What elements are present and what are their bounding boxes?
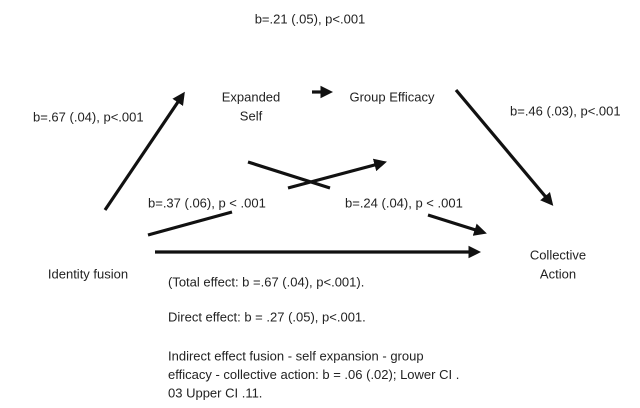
edge-label: b=.21 (.05), p<.001	[255, 11, 366, 26]
note: (Total effect: b =.67 (.04), p<.001).	[168, 274, 364, 289]
arrow	[147, 210, 233, 237]
note: 03 Upper CI .11.	[168, 385, 262, 400]
edge-label: b=.46 (.03), p<.001	[510, 103, 621, 118]
arrow	[247, 160, 331, 190]
note: efficacy - collective action: b = .06 (.…	[168, 367, 459, 382]
labels: Identity fusion Expanded Self Group Efficac…	[33, 11, 621, 400]
node-label: Group Efficacy	[349, 89, 435, 104]
node-label: Collective	[530, 247, 586, 262]
edge-label: b=.37 (.06), p < .001	[148, 195, 266, 210]
node-label: Action	[540, 266, 576, 281]
arrow	[103, 91, 185, 211]
note: Direct effect: b = .27 (.05), p<.001.	[168, 309, 366, 324]
node-label: Expanded	[222, 89, 281, 104]
note: Indirect effect fusion - self expansion …	[168, 348, 424, 363]
arrow	[454, 88, 554, 206]
node-label: Self	[240, 108, 263, 123]
node-label: Identity fusion	[48, 266, 128, 281]
edge-label: b=.67 (.04), p<.001	[33, 109, 144, 124]
arrow	[287, 158, 387, 190]
edge-label: b=.24 (.04), p < .001	[345, 195, 463, 210]
arrow	[427, 213, 487, 236]
